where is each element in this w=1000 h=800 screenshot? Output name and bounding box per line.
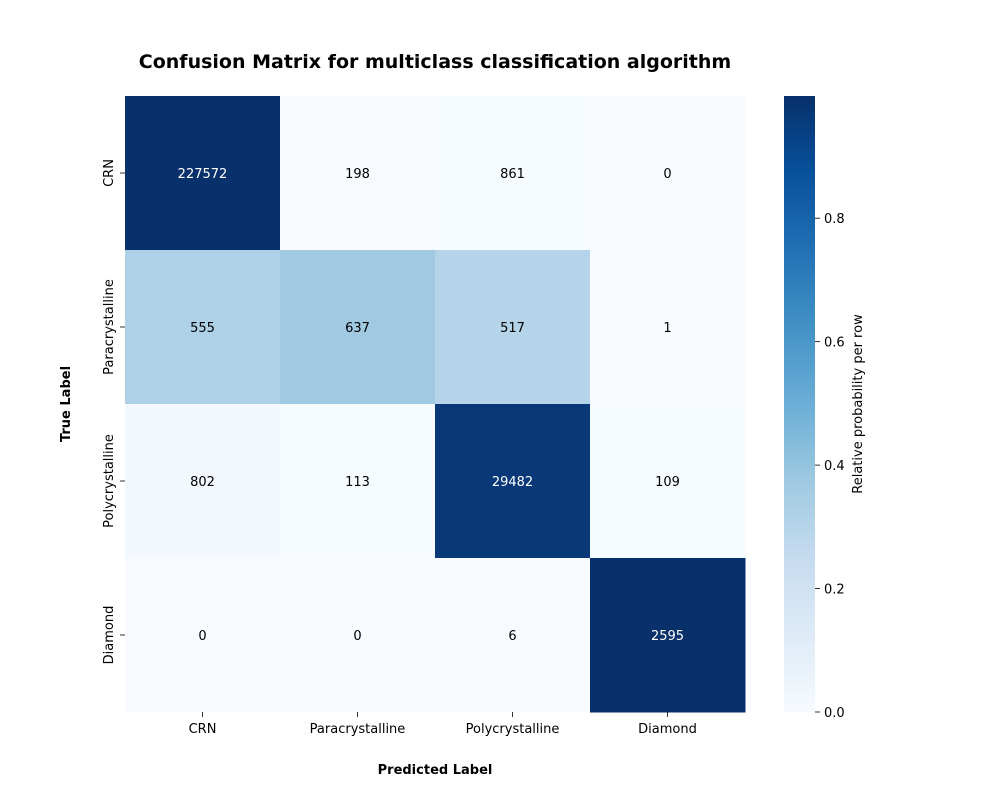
x-axis-title: Predicted Label <box>378 763 493 778</box>
cell-value-label: 29482 <box>492 475 533 490</box>
heatmap-cell <box>590 96 746 251</box>
cell-value-label: 198 <box>345 167 370 182</box>
cell-value-label: 6 <box>508 629 516 644</box>
colorbar-tick-label: 0.6 <box>824 336 845 351</box>
x-tick-label: Polycrystalline <box>466 722 560 737</box>
heatmap-cell <box>280 404 436 559</box>
heatmap-cell <box>125 250 281 405</box>
y-tick-label: Paracrystalline <box>102 279 117 375</box>
x-axis-ticks: CRN Paracrystalline Polycrystalline Diamond <box>189 712 697 737</box>
heatmap-cell <box>280 250 436 405</box>
cell-value-label: 802 <box>190 475 215 490</box>
cell-value-label: 517 <box>500 321 525 336</box>
colorbar-tick-label: 0.0 <box>824 706 845 721</box>
colorbar: 0.0 0.2 0.4 0.6 0.8 Relative probability per… <box>784 96 866 721</box>
heatmap-cells: 227572 198 861 0 555 637 517 1 802 113 29482 109 0 0 6… <box>125 96 746 713</box>
y-tick-label: Diamond <box>102 606 117 665</box>
colorbar-gradient <box>784 96 815 712</box>
y-tick-label: CRN <box>102 159 117 187</box>
heatmap-cell <box>125 96 281 251</box>
heatmap-cell <box>125 404 281 559</box>
x-tick-label: CRN <box>189 722 217 737</box>
cell-value-label: 109 <box>655 475 680 490</box>
heatmap-cell <box>435 404 591 559</box>
cell-value-label: 637 <box>345 321 370 336</box>
y-axis-ticks: CRN Paracrystalline Polycrystalline Diamond <box>102 159 125 664</box>
heatmap-cell <box>590 250 746 405</box>
cell-value-label: 0 <box>353 629 361 644</box>
colorbar-tick-label: 0.2 <box>824 583 845 598</box>
heatmap-cell <box>435 558 591 713</box>
y-axis-title: True Label <box>59 366 74 442</box>
cell-value-label: 227572 <box>178 167 228 182</box>
cell-value-label: 1 <box>663 321 671 336</box>
cell-value-label: 555 <box>190 321 215 336</box>
colorbar-tick-label: 0.4 <box>824 459 845 474</box>
colorbar-label: Relative probability per row <box>851 314 866 494</box>
heatmap-cell <box>125 558 281 713</box>
chart-title: Confusion Matrix for multiclass classifi… <box>139 51 731 73</box>
cell-value-label: 0 <box>198 629 206 644</box>
heatmap-cell <box>590 404 746 559</box>
cell-value-label: 0 <box>663 167 671 182</box>
y-tick-label: Polycrystalline <box>102 434 117 528</box>
heatmap-cell <box>280 558 436 713</box>
heatmap-cell <box>280 96 436 251</box>
heatmap-cell <box>435 250 591 405</box>
cell-value-label: 861 <box>500 167 525 182</box>
colorbar-ticks: 0.0 0.2 0.4 0.6 0.8 <box>815 212 845 721</box>
cell-value-label: 2595 <box>651 629 684 644</box>
x-tick-label: Diamond <box>638 722 697 737</box>
cell-value-label: 113 <box>345 475 370 490</box>
heatmap-cell <box>435 96 591 251</box>
heatmap-cell <box>590 558 746 713</box>
colorbar-tick-label: 0.8 <box>824 212 845 227</box>
x-tick-label: Paracrystalline <box>310 722 406 737</box>
